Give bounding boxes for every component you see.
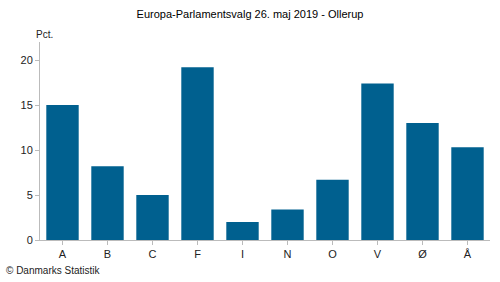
svg-text:N: N: [284, 248, 292, 260]
svg-text:V: V: [374, 248, 382, 260]
svg-text:5: 5: [27, 189, 33, 201]
svg-text:A: A: [59, 248, 67, 260]
svg-text:Pct.: Pct.: [36, 29, 53, 40]
svg-text:C: C: [149, 248, 157, 260]
svg-text:0: 0: [27, 234, 33, 246]
svg-text:Ø: Ø: [418, 248, 427, 260]
svg-text:Europa-Parlamentsvalg 26. maj: Europa-Parlamentsvalg 26. maj 2019 - Oll…: [137, 8, 364, 20]
svg-text:I: I: [241, 248, 244, 260]
svg-text:20: 20: [21, 54, 33, 66]
svg-text:© Danmarks Statistik: © Danmarks Statistik: [6, 265, 101, 276]
svg-text:B: B: [104, 248, 111, 260]
svg-text:15: 15: [21, 99, 33, 111]
svg-text:Å: Å: [464, 248, 472, 260]
svg-text:10: 10: [21, 144, 33, 156]
svg-text:F: F: [194, 248, 201, 260]
svg-text:O: O: [328, 248, 337, 260]
